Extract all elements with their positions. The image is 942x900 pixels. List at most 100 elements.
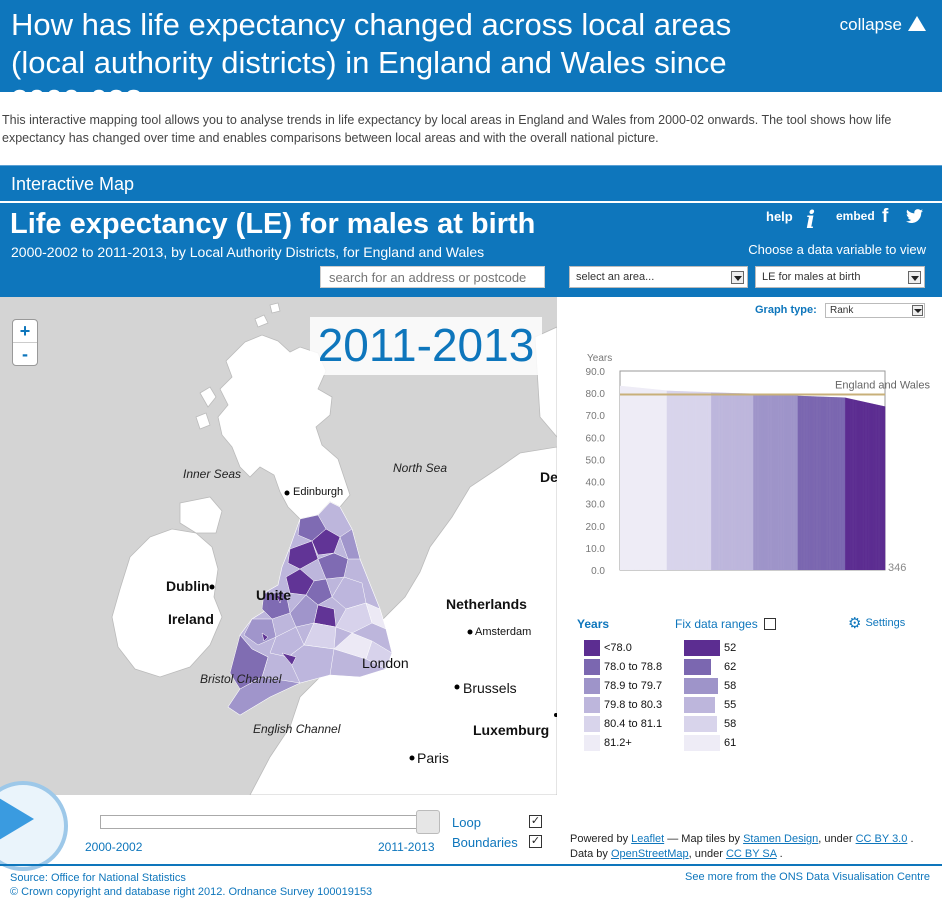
chart-bar (667, 390, 669, 570)
embed-link[interactable]: embed (836, 209, 875, 223)
credits-dot-2: . (779, 848, 783, 860)
fix-data-ranges-checkbox[interactable] (764, 618, 776, 630)
chart-bar (640, 387, 642, 570)
chart-y-tick: 90.0 (586, 367, 606, 378)
chart-bar (799, 395, 802, 570)
chart-bar (626, 386, 628, 570)
variable-select-value[interactable]: LE for males at birth (762, 271, 861, 283)
legend-item: 78.9 to 79.7 (584, 678, 674, 696)
chart-bar (755, 393, 757, 570)
chart-bar (682, 391, 684, 570)
info-icon[interactable]: i (806, 205, 816, 234)
chart-bar (620, 385, 622, 570)
chart-bar (809, 396, 812, 570)
stamen-link[interactable]: Stamen Design (743, 833, 819, 845)
chart-y-tick: 50.0 (586, 455, 606, 466)
chart-bar (756, 393, 758, 570)
loop-checkbox[interactable]: ✓ (529, 815, 542, 828)
chevron-down-icon[interactable] (912, 305, 923, 316)
chart-bar (624, 386, 626, 570)
chart-bar (753, 393, 755, 570)
chart-bar (623, 386, 625, 570)
zoom-in-button[interactable]: + (13, 320, 37, 343)
facebook-icon[interactable]: f (882, 206, 889, 227)
chart-bar (868, 403, 870, 570)
chart-bar (859, 400, 861, 570)
chart-bar (718, 392, 720, 570)
chart-bar (819, 396, 821, 570)
chart-bar (709, 392, 711, 570)
zoom-out-button[interactable]: - (22, 344, 28, 364)
chart-bar (833, 397, 835, 570)
collapse-label[interactable]: collapse (839, 15, 902, 34)
chart-bars (620, 385, 886, 570)
chart-bar (831, 397, 833, 570)
chart-bar (626, 386, 628, 570)
settings-label[interactable]: Settings (865, 617, 906, 629)
variable-select[interactable]: LE for males at birth (755, 266, 925, 288)
chart-bar (731, 393, 733, 570)
chart-bar (695, 391, 697, 570)
cc-by-link[interactable]: CC BY 3.0 (855, 833, 908, 845)
chart-bar (665, 390, 668, 570)
chart-bar (880, 405, 882, 570)
twitter-icon[interactable] (906, 209, 923, 227)
collapse-button[interactable]: collapse (840, 15, 926, 35)
legend-count-bar: 55 (684, 697, 736, 713)
map-view[interactable]: + - 2011-2013 Inner Seas North Sea De Ed… (0, 297, 557, 795)
graph-type-value[interactable]: Rank (830, 305, 854, 316)
chart-bar (666, 390, 668, 570)
chart-bar (691, 391, 693, 570)
chart-bar (748, 393, 750, 570)
chart-bar (852, 399, 854, 570)
label-edinburgh: Edinburgh (293, 486, 344, 498)
area-select[interactable]: select an area... (569, 266, 748, 288)
label-luxemburg: Luxemburg (473, 722, 550, 738)
graph-type-label: Graph type: (755, 304, 817, 316)
search-input[interactable] (320, 266, 545, 288)
chart-bar (815, 396, 817, 570)
zoom-control[interactable]: + - (12, 319, 38, 366)
label-paris: Paris (417, 750, 449, 766)
chevron-down-icon[interactable] (908, 271, 921, 284)
play-button[interactable] (0, 781, 68, 871)
dot-brussels (454, 684, 460, 690)
chart-bar (851, 399, 853, 570)
chart-bar (799, 395, 801, 570)
chart-bar (822, 396, 825, 570)
chart-bar (786, 395, 789, 570)
chart-y-tick: 0.0 (591, 566, 605, 577)
chart-bar (629, 386, 631, 570)
chart-bar (646, 388, 648, 570)
chart-bar (781, 394, 783, 570)
chart-bar (648, 388, 650, 570)
chart-bar (875, 404, 877, 570)
osm-link[interactable]: OpenStreetMap (610, 848, 689, 860)
chart-bar (633, 387, 635, 570)
chart-bar (691, 391, 694, 570)
settings-button[interactable]: ⚙ Settings (848, 614, 905, 632)
timeline-slider[interactable] (100, 810, 440, 834)
play-icon[interactable] (0, 795, 34, 843)
chart-y-tick: 30.0 (586, 500, 606, 511)
gear-icon[interactable]: ⚙ (848, 615, 862, 632)
chart-bar (621, 385, 623, 570)
chevron-down-icon[interactable] (731, 271, 744, 284)
chart-bar (775, 394, 777, 570)
area-select-value[interactable]: select an area... (576, 271, 655, 283)
slider-handle[interactable] (416, 810, 440, 834)
label-english-channel: English Channel (253, 722, 341, 736)
footer-more-link[interactable]: See more from the ONS Data Visualisation… (685, 871, 930, 883)
triangle-up-icon[interactable] (908, 16, 926, 31)
graph-type-select[interactable]: Rank (825, 303, 925, 318)
chart-bar (844, 397, 846, 570)
help-link[interactable]: help (766, 209, 793, 224)
leaflet-link[interactable]: Leaflet (631, 833, 665, 845)
credits-tiles-by: — Map tiles by (667, 833, 740, 845)
chart-bar (674, 390, 676, 570)
chart-bar (770, 394, 772, 570)
boundaries-checkbox[interactable]: ✓ (529, 835, 542, 848)
chart-bar (659, 389, 661, 570)
twitter-bird-icon[interactable] (906, 209, 923, 223)
cc-by-sa-link[interactable]: CC BY SA (725, 848, 777, 860)
